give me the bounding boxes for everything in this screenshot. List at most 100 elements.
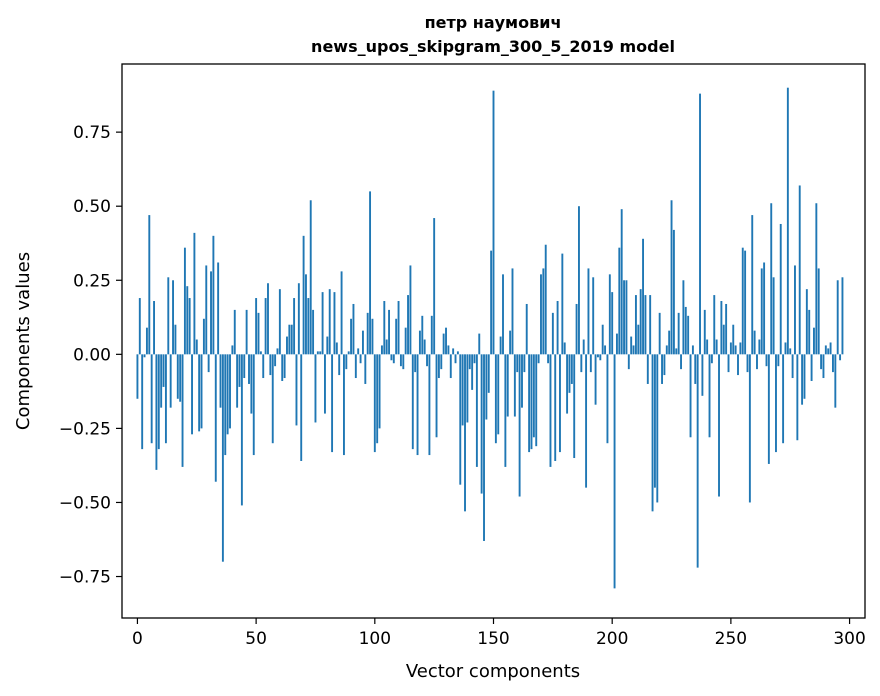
x-tick-label: 150 <box>477 629 509 649</box>
bar-151 <box>494 354 497 444</box>
bar-82 <box>331 354 334 453</box>
bar-19 <box>181 354 184 467</box>
bar-51 <box>257 312 260 355</box>
bar-145 <box>480 354 483 494</box>
bar-107 <box>390 354 393 361</box>
bar-16 <box>174 324 177 355</box>
bar-242 <box>710 354 713 364</box>
bar-238 <box>701 354 704 396</box>
bar-121 <box>423 339 426 355</box>
y-tick-label: −0.75 <box>59 568 111 588</box>
bar-66 <box>293 298 296 355</box>
bar-40 <box>231 345 234 355</box>
bar-276 <box>791 354 794 379</box>
bar-198 <box>606 354 609 444</box>
bar-58 <box>274 354 277 367</box>
bar-197 <box>604 345 607 355</box>
bar-34 <box>217 262 220 355</box>
bar-251 <box>732 324 735 355</box>
bar-194 <box>597 354 599 358</box>
bar-5 <box>148 215 151 355</box>
bar-163 <box>523 354 526 373</box>
bar-283 <box>808 309 811 355</box>
bar-84 <box>335 342 338 355</box>
bar-233 <box>689 354 692 438</box>
bar-91 <box>352 303 355 355</box>
bar-124 <box>430 315 433 355</box>
bar-188 <box>582 339 585 355</box>
bar-196 <box>601 324 604 355</box>
bar-110 <box>397 301 400 355</box>
bar-61 <box>281 354 284 381</box>
bar-230 <box>682 280 685 355</box>
bar-291 <box>827 348 830 355</box>
x-tick-label: 100 <box>359 629 391 649</box>
bars-group <box>136 87 844 589</box>
bar-132 <box>449 354 452 379</box>
bar-259 <box>751 215 754 355</box>
bar-234 <box>691 345 694 355</box>
bar-134 <box>454 354 457 364</box>
bar-49 <box>252 354 255 456</box>
bar-75 <box>314 354 317 423</box>
bar-139 <box>466 354 469 423</box>
bar-248 <box>725 303 728 355</box>
bar-136 <box>459 354 462 485</box>
bar-180 <box>563 342 566 355</box>
bar-25 <box>195 339 198 355</box>
bar-282 <box>805 289 808 355</box>
bar-39 <box>229 354 231 429</box>
bar-103 <box>380 345 383 355</box>
bar-35 <box>219 354 222 408</box>
bar-50 <box>255 298 258 355</box>
bar-176 <box>554 354 557 461</box>
bar-209 <box>632 345 635 355</box>
bar-149 <box>490 250 493 355</box>
y-tick-label: 0.75 <box>73 123 111 143</box>
bar-295 <box>836 280 839 355</box>
bar-185 <box>575 303 578 355</box>
x-tick-label: 250 <box>715 629 747 649</box>
bar-74 <box>312 309 315 355</box>
bar-219 <box>656 354 659 503</box>
bar-117 <box>414 354 417 373</box>
bar-166 <box>530 354 533 450</box>
bar-159 <box>513 354 516 417</box>
bar-181 <box>566 354 569 414</box>
bar-175 <box>551 312 554 355</box>
bar-144 <box>478 333 481 355</box>
bar-177 <box>556 301 559 355</box>
bar-59 <box>276 348 279 355</box>
bar-87 <box>343 354 345 456</box>
bar-244 <box>715 339 718 355</box>
bar-208 <box>630 336 633 355</box>
bar-9 <box>157 354 160 450</box>
bar-246 <box>720 301 723 355</box>
bar-62 <box>283 354 286 379</box>
bar-111 <box>399 354 402 367</box>
bar-42 <box>236 354 239 408</box>
bar-100 <box>373 354 376 453</box>
bar-296 <box>839 354 842 361</box>
bar-99 <box>371 318 374 355</box>
bar-290 <box>824 345 827 355</box>
bar-128 <box>440 354 443 370</box>
bar-189 <box>585 354 588 488</box>
bar-241 <box>708 354 711 438</box>
bar-170 <box>540 274 542 355</box>
bar-236 <box>696 354 699 568</box>
bar-131 <box>447 345 450 355</box>
bar-277 <box>794 265 796 355</box>
bar-294 <box>834 354 837 408</box>
bar-126 <box>435 354 438 438</box>
bar-90 <box>350 318 353 355</box>
bar-54 <box>264 298 267 355</box>
bar-286 <box>815 203 818 355</box>
bar-275 <box>789 348 792 355</box>
bar-160 <box>516 354 519 373</box>
bar-281 <box>803 354 806 399</box>
x-tick-label: 0 <box>132 629 143 649</box>
bar-228 <box>677 312 680 355</box>
bar-4 <box>145 327 148 355</box>
bar-57 <box>271 354 274 444</box>
